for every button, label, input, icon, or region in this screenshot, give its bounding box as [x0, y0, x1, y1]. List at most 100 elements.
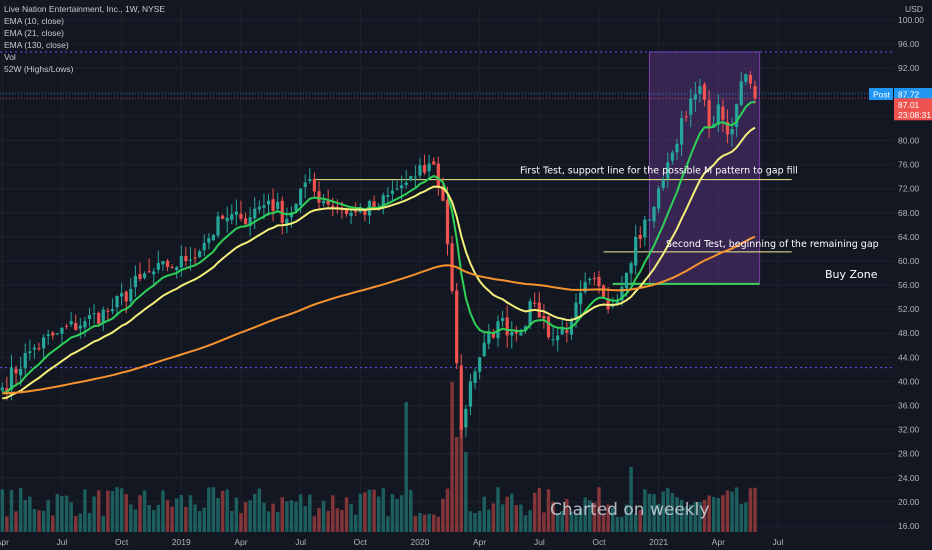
post-price-text: 87.72 [898, 90, 920, 100]
volume-bar [353, 514, 358, 532]
volume-bar [161, 490, 165, 532]
candle-body [317, 191, 321, 203]
candle-body [243, 218, 248, 225]
candle-body [445, 199, 450, 245]
volume-bar [569, 511, 574, 532]
candle-body [413, 176, 417, 178]
volume-bar [390, 494, 395, 532]
candle-body [69, 321, 73, 325]
candle-body [64, 325, 69, 327]
volume-bar [519, 504, 523, 532]
volume-bar [532, 492, 537, 532]
buy-zone-label[interactable]: Buy Zone [825, 268, 878, 281]
volume-bar [445, 488, 450, 532]
first-test-annotation[interactable]: First Test, support line for the possibl… [520, 166, 798, 177]
volume-bar [633, 514, 638, 532]
candle-body [487, 331, 491, 344]
volume-bar [211, 487, 216, 532]
candle-body [381, 195, 385, 209]
volume-bar [142, 490, 147, 532]
candle-body [533, 302, 537, 304]
volume-bar [165, 500, 170, 532]
legend-52w[interactable]: 52W (Highs/Lows) [4, 64, 74, 74]
time-tick-label: 2020 [411, 537, 430, 547]
volume-bar [555, 513, 560, 532]
price-tick-label: 16.00 [898, 521, 920, 531]
volume-bar [436, 516, 441, 532]
volume-bar [473, 512, 477, 532]
candle-body [693, 94, 697, 100]
volume-bar [367, 489, 372, 532]
candle-body [666, 162, 670, 179]
volume-bar [275, 512, 280, 532]
candle-body [675, 144, 679, 153]
volume-bar [689, 504, 693, 532]
candle-body [147, 271, 151, 273]
volume-bar [744, 502, 748, 532]
candle-body [409, 176, 413, 181]
volume-bar [119, 488, 124, 532]
volume-bar [156, 504, 161, 532]
volume-bar [413, 515, 418, 532]
legend-ema130[interactable]: EMA (130, close) [4, 40, 69, 50]
candle-body [142, 273, 147, 278]
volume-bar [652, 494, 656, 532]
volume-bar [60, 495, 64, 532]
volume-bar [225, 489, 229, 532]
second-test-annotation[interactable]: Second Test, beginning of the remaining … [666, 239, 879, 250]
time-tick-label: Oct [592, 537, 606, 547]
candle-body [707, 100, 711, 129]
volume-bar [202, 507, 206, 532]
volume-bar [702, 499, 707, 532]
volume-bar [239, 512, 243, 532]
volume-bar [92, 496, 96, 532]
candle-body [28, 351, 32, 354]
candle-body [74, 322, 78, 331]
candle-body [496, 321, 500, 339]
candle-body [399, 185, 404, 189]
last-price-text: 87.01 [898, 100, 920, 110]
candle-body [702, 84, 707, 100]
candle-body [422, 164, 427, 173]
volume-bar [289, 500, 294, 532]
volume-bar [78, 513, 83, 532]
candle-body [198, 251, 202, 258]
candle-body [597, 276, 601, 287]
candle-body [523, 326, 528, 331]
candle-body [684, 116, 688, 118]
price-tick-label: 20.00 [898, 497, 920, 507]
time-axis[interactable]: Apr Jul Oct 2019 Apr Jul Oct 2020 Apr Jul Oct 2021 A… [0, 537, 784, 547]
time-tick-label: Apr [712, 537, 725, 547]
volume-bar [500, 504, 505, 532]
volume-bar [409, 490, 413, 532]
candle-body [23, 352, 27, 369]
candle-body [643, 219, 647, 238]
volume-bar [748, 488, 753, 532]
candle-body [156, 263, 160, 270]
volume-bar [133, 509, 138, 532]
price-tick-label: 52.00 [898, 304, 920, 314]
legend-vol[interactable]: Vol [4, 52, 16, 62]
candle-body [303, 182, 307, 188]
candle-body [468, 381, 473, 407]
candle-body [478, 357, 482, 372]
candle-body [266, 200, 271, 205]
legend-ema21[interactable]: EMA (21, close) [4, 28, 64, 38]
candle-body [670, 152, 675, 161]
volume-bar [266, 511, 271, 532]
candle-body [9, 367, 14, 390]
volume-bar [510, 493, 514, 532]
volume-bar [643, 489, 647, 532]
symbol-title[interactable]: Live Nation Entertainment, Inc., 1W, NYS… [4, 4, 166, 14]
candle-body [386, 195, 390, 197]
volume-bar [294, 501, 298, 532]
volume-bar [248, 500, 252, 532]
legend-ema10[interactable]: EMA (10, close) [4, 16, 64, 26]
candle-body [207, 238, 211, 243]
price-tick-label: 40.00 [898, 376, 920, 386]
candle-body [441, 186, 445, 201]
last-price-badge [894, 98, 932, 121]
volume-bar [207, 487, 211, 532]
time-tick-label: Jul [773, 537, 784, 547]
